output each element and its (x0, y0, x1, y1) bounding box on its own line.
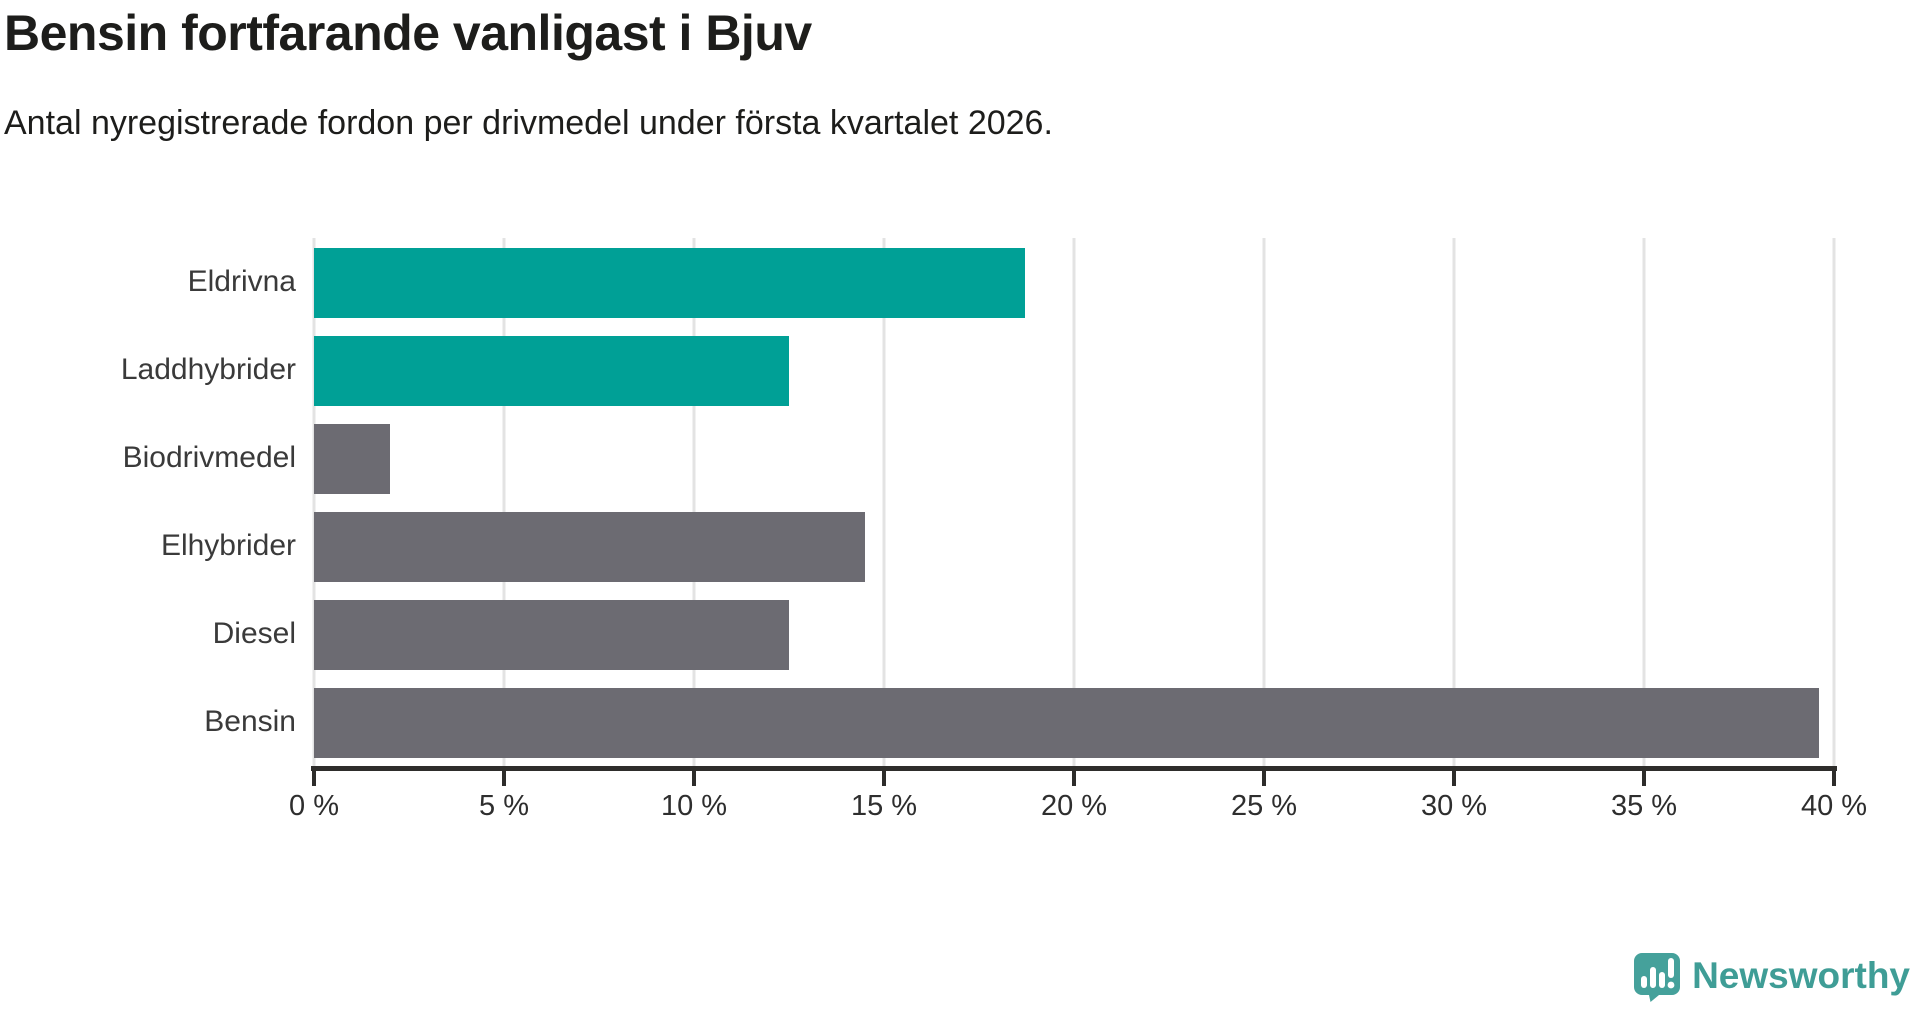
x-axis-tick-5 (502, 771, 506, 786)
x-axis-tick-label-25: 25 % (1230, 790, 1298, 822)
bar-eldrivna (314, 248, 1025, 318)
grid-line-10 (692, 238, 696, 766)
plot-area: Eldrivna Laddhybrider Biodrivmedel Elhybrid… (121, 238, 1867, 822)
category-label-elhybrider: Elhybrider (160, 529, 296, 562)
grid-line-25 (1262, 238, 1266, 766)
bar-diesel (314, 600, 789, 670)
category-label-eldrivna: Eldrivna (187, 265, 296, 298)
chart-title: Bensin fortfarande vanligast i Bjuv (4, 5, 812, 61)
grid-line-20 (1072, 238, 1076, 766)
x-axis-tick-label-30: 30 % (1420, 790, 1488, 822)
bar-row-diesel: Diesel (213, 590, 1834, 678)
grid-line-30 (1452, 238, 1456, 766)
grid-line-0 (312, 238, 316, 766)
bar-laddhybrider (314, 336, 789, 406)
bar-row-elhybrider: Elhybrider (161, 502, 1834, 590)
bar-bensin (314, 688, 1819, 758)
x-axis-tick-label-20: 20 % (1040, 790, 1108, 822)
x-axis-tick-label-40: 40 % (1800, 790, 1868, 822)
bar-elhybrider (314, 512, 865, 582)
x-axis-tick-label-10: 10 % (660, 790, 728, 822)
bar-biodrivmedel (314, 424, 390, 494)
grid-line-5 (502, 238, 506, 766)
x-axis-tick-30 (1452, 771, 1456, 786)
category-label-laddhybrider: Laddhybrider (120, 353, 296, 386)
x-axis-line (311, 766, 1837, 771)
x-axis-tick-15 (882, 771, 886, 786)
grid-line-15 (882, 238, 886, 766)
category-label-biodrivmedel: Biodrivmedel (122, 441, 296, 474)
x-axis-tick-0 (312, 771, 316, 786)
x-axis-tick-20 (1072, 771, 1076, 786)
x-axis-tick-label-0: 0 % (289, 790, 339, 822)
newsworthy-logo-icon (1630, 950, 1682, 1002)
x-axis-tick-35 (1642, 771, 1646, 786)
grid-line-35 (1642, 238, 1646, 766)
grid-line-40 (1832, 238, 1836, 766)
bar-row-laddhybrider: Laddhybrider (121, 326, 1834, 414)
newsworthy-logo-text: Newsworthy (1692, 955, 1910, 996)
bar-row-eldrivna: Eldrivna (188, 238, 1834, 326)
bar-row-biodrivmedel: Biodrivmedel (123, 414, 1834, 502)
category-label-diesel: Diesel (212, 617, 296, 650)
x-axis-tick-10 (692, 771, 696, 786)
bar-row-bensin: Bensin (204, 678, 1834, 766)
x-axis-tick-label-5: 5 % (479, 790, 529, 822)
x-axis-tick-label-15: 15 % (850, 790, 918, 822)
newsworthy-logo: Newsworthy (1630, 950, 1910, 1002)
x-axis-tick-40 (1832, 771, 1836, 786)
category-label-bensin: Bensin (204, 705, 296, 738)
chart-subtitle: Antal nyregistrerade fordon per drivmede… (4, 104, 1053, 142)
x-axis-tick-25 (1262, 771, 1266, 786)
x-axis-tick-label-35: 35 % (1610, 790, 1678, 822)
